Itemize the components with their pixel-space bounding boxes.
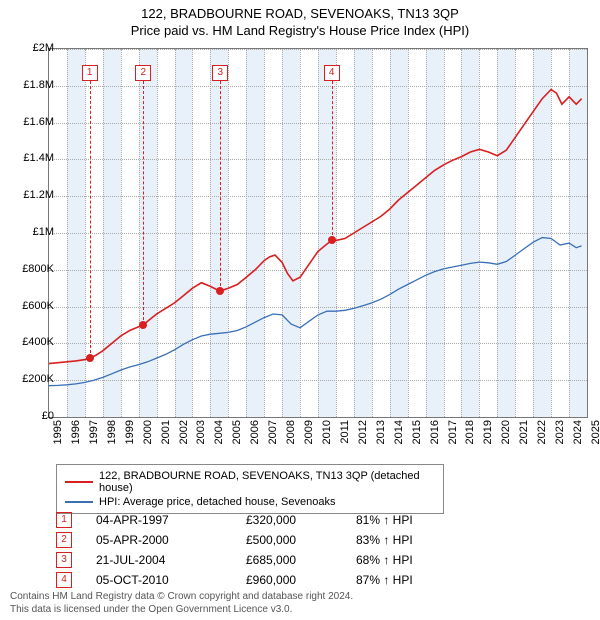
footer-line2: This data is licensed under the Open Gov… — [10, 604, 353, 617]
legend-box: 122, BRADBOURNE ROAD, SEVENOAKS, TN13 3Q… — [56, 464, 444, 514]
x-tick-label: 2008 — [285, 420, 297, 450]
series-property — [49, 90, 582, 364]
x-tick-label: 2006 — [249, 420, 261, 450]
x-tick-label: 2010 — [321, 420, 333, 450]
x-tick-label: 2009 — [303, 420, 315, 450]
x-tick-label: 2014 — [393, 420, 405, 450]
x-tick-label: 2024 — [572, 420, 584, 450]
table-cell-date: 21-JUL-2004 — [96, 553, 246, 567]
sale-marker-line — [220, 81, 221, 291]
footer-line1: Contains HM Land Registry data © Crown c… — [10, 591, 353, 604]
x-tick-label: 2003 — [195, 420, 207, 450]
footer-credits: Contains HM Land Registry data © Crown c… — [10, 591, 353, 616]
table-cell-price: £685,000 — [246, 553, 356, 567]
y-tick-label: £1.6M — [14, 116, 54, 128]
sale-marker-box: 3 — [212, 65, 228, 81]
y-tick-label: £600K — [14, 300, 54, 312]
y-tick-label: £1.4M — [14, 152, 54, 164]
x-tick-label: 1999 — [124, 420, 136, 450]
legend-item: 122, BRADBOURNE ROAD, SEVENOAKS, TN13 3Q… — [65, 469, 435, 495]
table-cell-pct: 87% ↑ HPI — [356, 573, 476, 587]
x-tick-label: 2023 — [554, 420, 566, 450]
x-tick-label: 2004 — [213, 420, 225, 450]
sale-marker-point — [86, 354, 94, 362]
sale-marker-line — [332, 81, 333, 240]
table-cell-price: £500,000 — [246, 533, 356, 547]
x-tick-label: 2017 — [447, 420, 459, 450]
table-cell-date: 05-APR-2000 — [96, 533, 246, 547]
sale-marker-line — [90, 81, 91, 358]
page-title: 122, BRADBOURNE ROAD, SEVENOAKS, TN13 3Q… — [0, 0, 600, 21]
x-tick-label: 2001 — [160, 420, 172, 450]
x-tick-label: 1995 — [52, 420, 64, 450]
legend-line-swatch — [65, 501, 93, 503]
table-cell-date: 05-OCT-2010 — [96, 573, 246, 587]
x-tick-label: 2007 — [267, 420, 279, 450]
table-row: 2 05-APR-2000£500,00083% ↑ HPI — [56, 530, 476, 550]
y-tick-label: £1.2M — [14, 189, 54, 201]
sale-marker-box: 1 — [82, 65, 98, 81]
y-tick-label: £800K — [14, 263, 54, 275]
legend-label: HPI: Average price, detached house, Seve… — [99, 496, 335, 508]
y-tick-label: £0 — [14, 410, 54, 422]
table-cell-price: £320,000 — [246, 513, 356, 527]
legend-label: 122, BRADBOURNE ROAD, SEVENOAKS, TN13 3Q… — [99, 470, 435, 494]
table-cell-price: £960,000 — [246, 573, 356, 587]
y-tick-label: £1.8M — [14, 79, 54, 91]
x-tick-label: 2002 — [178, 420, 190, 450]
x-tick-label: 2016 — [429, 420, 441, 450]
y-tick-label: £2M — [14, 42, 54, 54]
page-subtitle: Price paid vs. HM Land Registry's House … — [0, 21, 600, 38]
x-tick-label: 2012 — [357, 420, 369, 450]
x-tick-label: 2025 — [590, 420, 600, 450]
x-tick-label: 1997 — [88, 420, 100, 450]
table-row-marker: 2 — [56, 532, 72, 548]
sale-marker-line — [143, 81, 144, 325]
y-tick-label: £400K — [14, 336, 54, 348]
table-cell-pct: 83% ↑ HPI — [356, 533, 476, 547]
chart-svg — [49, 49, 587, 417]
x-tick-label: 1996 — [70, 420, 82, 450]
x-tick-label: 2020 — [500, 420, 512, 450]
x-tick-label: 2019 — [482, 420, 494, 450]
legend-item: HPI: Average price, detached house, Seve… — [65, 495, 435, 509]
x-tick-label: 2018 — [464, 420, 476, 450]
page-container: 122, BRADBOURNE ROAD, SEVENOAKS, TN13 3Q… — [0, 0, 600, 620]
x-tick-label: 2000 — [142, 420, 154, 450]
table-cell-date: 04-APR-1997 — [96, 513, 246, 527]
table-row: 4 05-OCT-2010£960,00087% ↑ HPI — [56, 570, 476, 590]
x-tick-label: 2005 — [231, 420, 243, 450]
x-tick-label: 2011 — [339, 420, 351, 450]
chart-plot-area: 1 2 3 4 — [48, 48, 588, 418]
y-tick-label: £1M — [14, 226, 54, 238]
x-tick-label: 2022 — [536, 420, 548, 450]
sale-marker-point — [139, 321, 147, 329]
table-cell-pct: 68% ↑ HPI — [356, 553, 476, 567]
sales-table: 1 04-APR-1997£320,00081% ↑ HPI 2 05-APR-200… — [56, 510, 476, 590]
table-row: 1 04-APR-1997£320,00081% ↑ HPI — [56, 510, 476, 530]
table-row-marker: 3 — [56, 552, 72, 568]
y-tick-label: £200K — [14, 373, 54, 385]
sale-marker-box: 2 — [135, 65, 151, 81]
sale-marker-point — [328, 236, 336, 244]
table-row-marker: 1 — [56, 512, 72, 528]
table-row-marker: 4 — [56, 572, 72, 588]
x-tick-label: 2021 — [518, 420, 530, 450]
x-tick-label: 1998 — [106, 420, 118, 450]
series-hpi — [49, 238, 582, 386]
sale-marker-point — [216, 287, 224, 295]
x-tick-label: 2013 — [375, 420, 387, 450]
table-row: 3 21-JUL-2004£685,00068% ↑ HPI — [56, 550, 476, 570]
legend-line-swatch — [65, 481, 93, 483]
x-tick-label: 2015 — [411, 420, 423, 450]
sale-marker-box: 4 — [324, 65, 340, 81]
table-cell-pct: 81% ↑ HPI — [356, 513, 476, 527]
